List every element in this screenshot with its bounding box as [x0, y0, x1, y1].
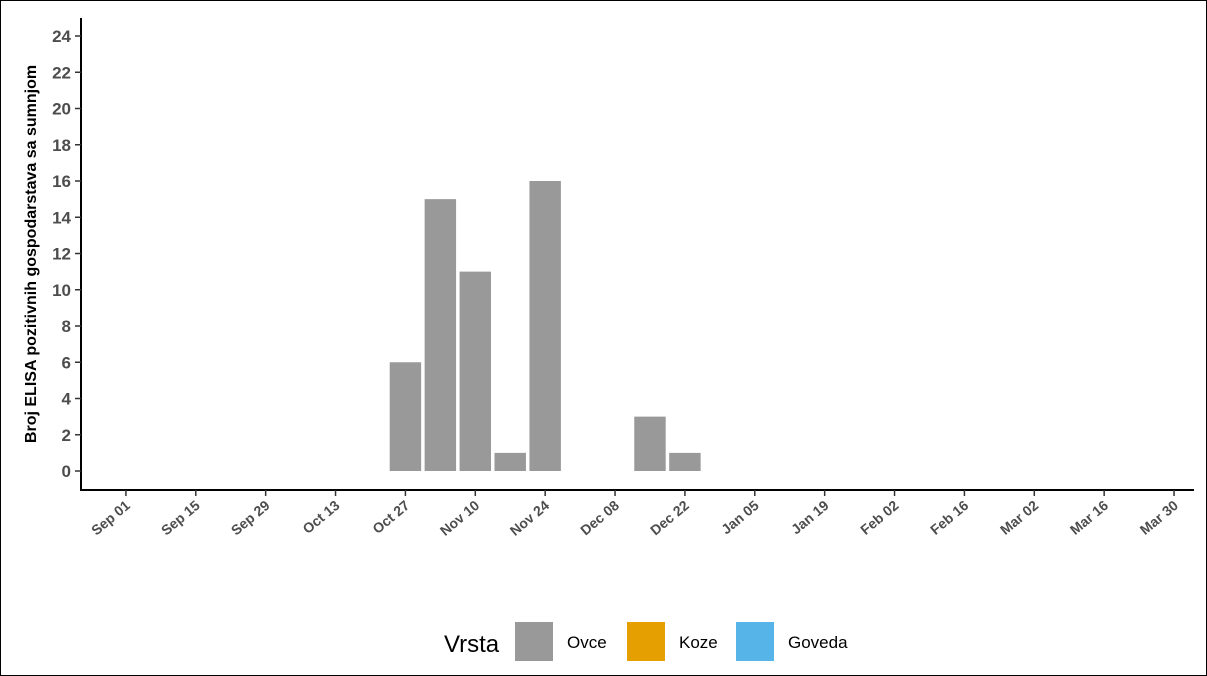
- bar: [494, 452, 526, 471]
- x-ticks: Sep 01 Sep 15 Sep 29 Oct 13 Oct 27 Nov 10 Nov …: [88, 490, 1181, 539]
- legend-title: Vrsta: [444, 631, 500, 658]
- y-tick-label: 4: [62, 390, 72, 409]
- y-tick-label: 24: [52, 27, 71, 46]
- y-tick-label: 22: [52, 63, 71, 82]
- y-tick-label: 14: [52, 208, 71, 227]
- legend: Vrsta Ovce Koze Goveda: [444, 622, 848, 661]
- y-tick-label: 6: [62, 353, 71, 372]
- x-tick-label: Mar 16: [1067, 497, 1111, 538]
- x-tick-label: Nov 24: [507, 497, 553, 539]
- y-tick-label: 8: [62, 317, 71, 336]
- bar: [424, 199, 457, 471]
- y-tick-label: 16: [52, 172, 71, 191]
- y-tick-label: 18: [52, 136, 71, 155]
- legend-label: Ovce: [567, 633, 607, 652]
- x-tick-label: Jan 19: [788, 497, 832, 537]
- legend-label: Koze: [679, 633, 718, 652]
- x-tick-label: Jan 05: [718, 497, 762, 537]
- x-tick-label: Feb 16: [927, 497, 971, 538]
- legend-label: Goveda: [788, 633, 848, 652]
- y-tick-label: 20: [52, 100, 71, 119]
- bar: [634, 416, 666, 471]
- y-tick-label: 10: [52, 281, 71, 300]
- x-tick-label: Oct 27: [369, 497, 412, 537]
- x-tick-label: Feb 02: [857, 497, 901, 538]
- legend-key: [627, 622, 665, 661]
- x-tick-label: Mar 02: [997, 497, 1041, 538]
- x-tick-label: Sep 15: [158, 497, 203, 538]
- x-tick-label: Dec 08: [577, 497, 622, 538]
- legend-key: [736, 622, 774, 661]
- x-tick-label: Nov 10: [437, 497, 483, 539]
- x-tick-label: Dec 22: [647, 497, 692, 538]
- y-tick-label: 2: [62, 426, 71, 445]
- bar: [459, 271, 492, 471]
- y-tick-label: 12: [52, 245, 71, 264]
- x-tick-label: Sep 29: [228, 497, 273, 538]
- x-tick-label: Mar 30: [1137, 497, 1181, 538]
- bar: [529, 181, 561, 471]
- legend-key: [515, 622, 553, 661]
- x-tick-label: Oct 13: [299, 497, 342, 537]
- bar: [389, 362, 422, 471]
- x-tick-label: Sep 01: [88, 497, 133, 538]
- bars: [389, 181, 701, 471]
- y-axis-title: Broj ELISA pozitivnih gospodarstava sa s…: [23, 65, 40, 443]
- y-tick-label: 0: [62, 462, 71, 481]
- bar: [669, 452, 701, 471]
